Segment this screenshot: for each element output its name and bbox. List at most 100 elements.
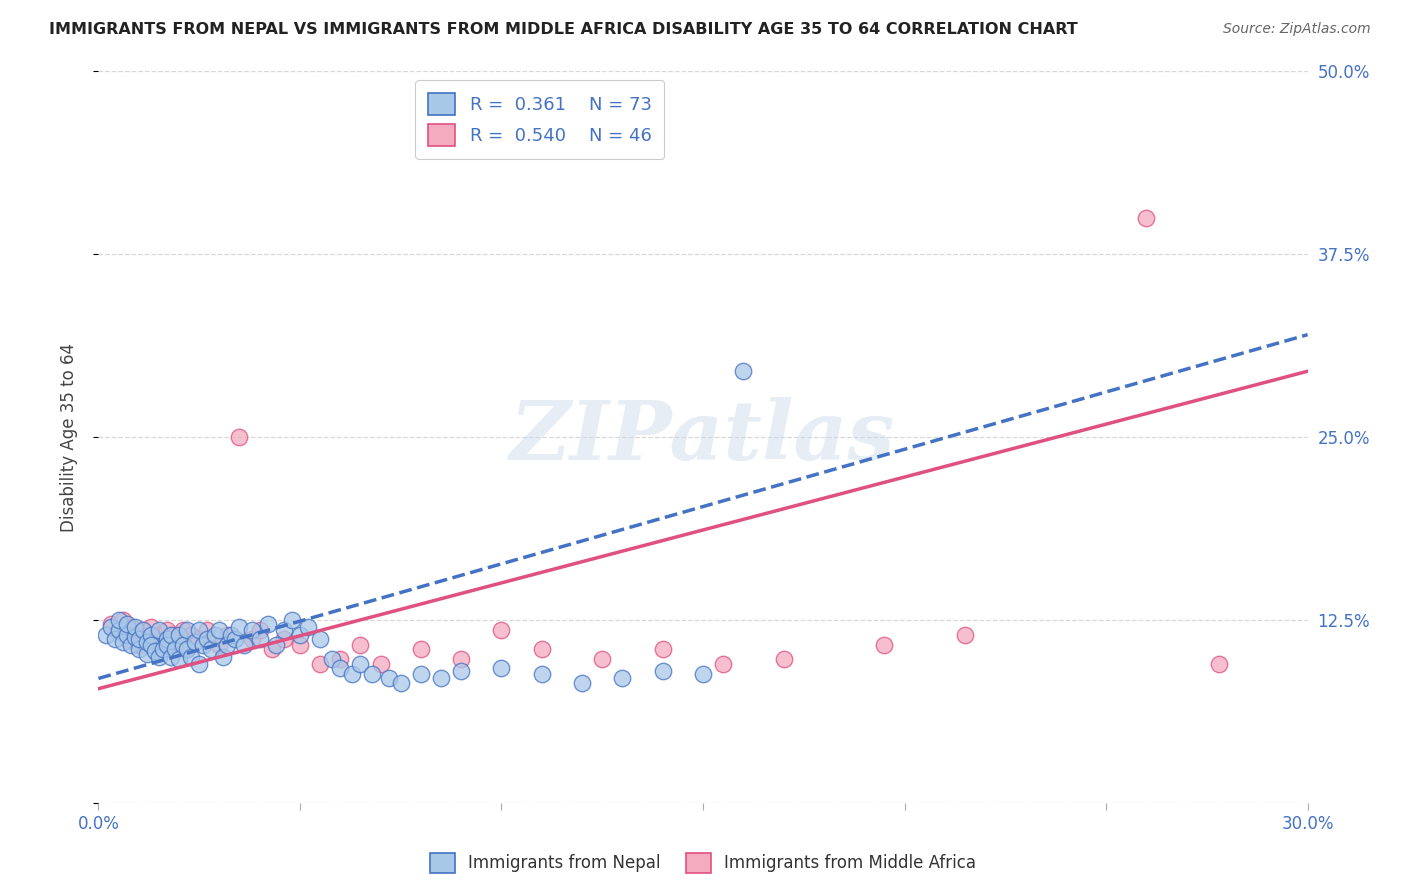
- Point: [329, 652, 352, 666]
- Point: [160, 627, 183, 641]
- Point: [228, 430, 250, 444]
- Point: [349, 638, 371, 652]
- Point: [240, 623, 263, 637]
- Point: [281, 613, 304, 627]
- Point: [733, 364, 755, 378]
- Point: [188, 632, 211, 646]
- Point: [651, 642, 673, 657]
- Point: [128, 638, 150, 652]
- Point: [571, 676, 593, 690]
- Point: [115, 617, 138, 632]
- Point: [111, 613, 134, 627]
- Text: Source: ZipAtlas.com: Source: ZipAtlas.com: [1223, 22, 1371, 37]
- Point: [1208, 657, 1230, 671]
- Point: [188, 623, 211, 637]
- Point: [152, 642, 174, 657]
- Point: [128, 632, 150, 646]
- Point: [491, 661, 513, 675]
- Point: [361, 667, 384, 681]
- Point: [309, 632, 332, 646]
- Point: [409, 642, 432, 657]
- Point: [103, 632, 125, 646]
- Point: [249, 632, 271, 646]
- Point: [167, 627, 190, 641]
- Point: [135, 647, 157, 661]
- Point: [167, 632, 190, 646]
- Point: [450, 652, 472, 666]
- Point: [132, 623, 155, 637]
- Point: [176, 642, 198, 657]
- Point: [143, 643, 166, 657]
- Point: [221, 627, 243, 641]
- Point: [100, 620, 122, 634]
- Point: [115, 632, 138, 646]
- Point: [208, 623, 231, 637]
- Point: [200, 642, 222, 657]
- Point: [450, 664, 472, 678]
- Point: [249, 623, 271, 637]
- Point: [160, 638, 183, 652]
- Point: [115, 627, 138, 641]
- Point: [204, 627, 226, 641]
- Point: [193, 638, 215, 652]
- Point: [491, 623, 513, 637]
- Point: [156, 632, 179, 646]
- Point: [873, 638, 896, 652]
- Point: [212, 649, 235, 664]
- Point: [132, 623, 155, 637]
- Point: [409, 667, 432, 681]
- Point: [111, 635, 134, 649]
- Point: [163, 627, 186, 641]
- Point: [297, 620, 319, 634]
- Point: [228, 620, 250, 634]
- Point: [224, 632, 246, 646]
- Point: [139, 627, 162, 641]
- Point: [309, 657, 332, 671]
- Y-axis label: Disability Age 35 to 64: Disability Age 35 to 64: [59, 343, 77, 532]
- Point: [107, 623, 129, 637]
- Point: [329, 661, 352, 675]
- Point: [167, 652, 190, 666]
- Point: [612, 672, 634, 686]
- Point: [591, 652, 613, 666]
- Point: [273, 623, 295, 637]
- Point: [184, 635, 207, 649]
- Point: [148, 627, 170, 641]
- Point: [172, 623, 194, 637]
- Point: [163, 642, 186, 657]
- Point: [176, 623, 198, 637]
- Point: [288, 627, 311, 641]
- Point: [160, 649, 183, 664]
- Point: [96, 627, 118, 641]
- Point: [273, 632, 295, 646]
- Text: IMMIGRANTS FROM NEPAL VS IMMIGRANTS FROM MIDDLE AFRICA DISABILITY AGE 35 TO 64 C: IMMIGRANTS FROM NEPAL VS IMMIGRANTS FROM…: [49, 22, 1078, 37]
- Text: ZIPatlas: ZIPatlas: [510, 397, 896, 477]
- Point: [1135, 211, 1157, 225]
- Point: [107, 613, 129, 627]
- Point: [349, 657, 371, 671]
- Point: [180, 649, 202, 664]
- Point: [124, 627, 146, 641]
- Point: [953, 627, 976, 641]
- Point: [288, 638, 311, 652]
- Point: [120, 620, 142, 634]
- Point: [172, 638, 194, 652]
- Point: [389, 676, 412, 690]
- Point: [692, 667, 714, 681]
- Point: [135, 632, 157, 646]
- Point: [342, 667, 364, 681]
- Point: [217, 638, 239, 652]
- Point: [128, 642, 150, 657]
- Point: [148, 649, 170, 664]
- Point: [139, 620, 162, 634]
- Point: [135, 635, 157, 649]
- Point: [217, 627, 239, 641]
- Point: [430, 672, 453, 686]
- Point: [195, 632, 218, 646]
- Point: [321, 652, 343, 666]
- Point: [264, 638, 287, 652]
- Legend: R =  0.361    N = 73, R =  0.540    N = 46: R = 0.361 N = 73, R = 0.540 N = 46: [415, 80, 664, 159]
- Point: [156, 638, 179, 652]
- Point: [124, 620, 146, 634]
- Point: [260, 642, 283, 657]
